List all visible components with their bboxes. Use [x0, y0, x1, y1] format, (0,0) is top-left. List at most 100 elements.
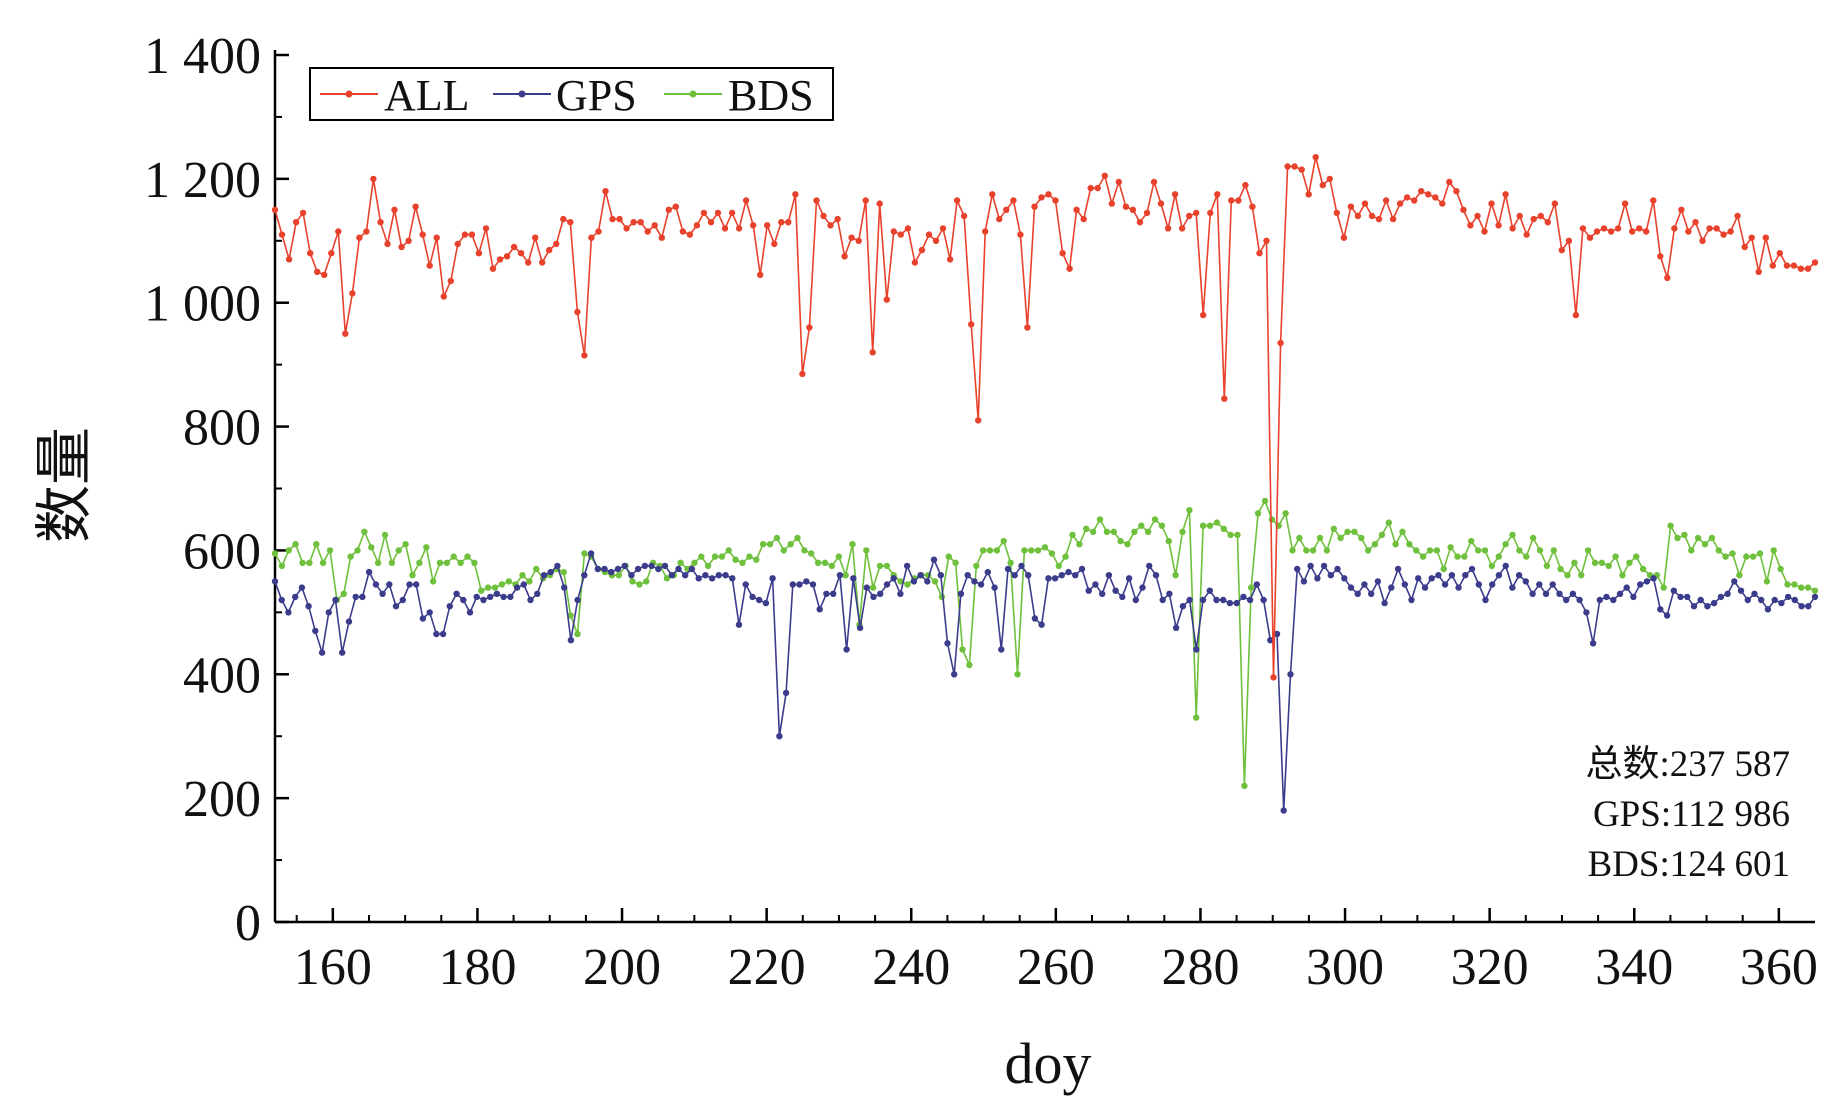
- data-point-bds: [1330, 525, 1338, 532]
- data-point-all: [735, 225, 743, 232]
- data-point-gps: [1287, 671, 1294, 678]
- data-point-bds: [1206, 522, 1214, 529]
- data-point-all: [1249, 203, 1256, 210]
- data-point-all: [1671, 225, 1678, 232]
- data-point-all: [1657, 253, 1664, 260]
- data-point-gps: [1172, 624, 1180, 631]
- data-point-all: [398, 243, 405, 251]
- data-point-gps: [1273, 630, 1281, 638]
- x-tick-label: 240: [872, 939, 950, 996]
- data-point-gps: [1240, 593, 1247, 601]
- data-point-bds: [1550, 547, 1558, 554]
- data-point-all: [1558, 246, 1566, 254]
- data-point-all: [496, 256, 504, 263]
- data-point-all: [1593, 228, 1601, 235]
- data-point-gps: [399, 596, 406, 604]
- legend: ALL GPS BDS: [309, 67, 834, 121]
- data-point-gps: [1435, 572, 1442, 579]
- y-tick-label: 600: [183, 523, 261, 580]
- data-point-bds: [1213, 519, 1221, 526]
- data-point-gps: [520, 581, 527, 588]
- data-point-bds: [1103, 528, 1111, 535]
- data-point-all: [757, 271, 764, 278]
- data-point-all: [307, 250, 314, 257]
- data-point-bds: [1165, 537, 1173, 545]
- data-point-all: [1783, 262, 1791, 269]
- data-point-gps: [1347, 584, 1355, 591]
- data-point-bds: [759, 541, 767, 548]
- data-point-bds: [615, 572, 622, 579]
- data-point-gps: [803, 578, 810, 585]
- data-point-gps: [527, 596, 534, 604]
- data-point-gps: [836, 572, 844, 579]
- data-point-all: [1495, 222, 1502, 229]
- data-point-gps: [312, 627, 319, 635]
- data-point-all: [1804, 265, 1812, 272]
- data-point-gps: [1811, 593, 1819, 601]
- data-point-gps: [1563, 596, 1570, 604]
- data-point-gps: [682, 572, 689, 579]
- data-point-all: [1122, 203, 1130, 210]
- data-point-gps: [1515, 572, 1523, 579]
- data-point-bds: [945, 553, 952, 560]
- data-point-bds: [1131, 528, 1138, 535]
- legend-label-gps: GPS: [556, 71, 637, 120]
- data-point-bds: [801, 547, 808, 554]
- data-point-gps: [628, 572, 635, 579]
- data-point-gps: [1206, 587, 1214, 594]
- data-point-all: [1748, 234, 1755, 241]
- data-point-gps: [1280, 807, 1287, 814]
- data-point-all: [426, 262, 433, 269]
- data-point-bds: [766, 541, 774, 548]
- data-point-bds: [698, 553, 705, 560]
- data-point-gps: [1220, 596, 1227, 604]
- data-point-gps: [789, 581, 796, 588]
- data-point-gps: [890, 575, 897, 582]
- data-point-bds: [1804, 584, 1812, 591]
- data-point-all: [356, 234, 363, 241]
- data-point-bds: [773, 534, 781, 542]
- data-point-all: [1509, 225, 1516, 232]
- data-point-bds: [732, 556, 739, 563]
- data-point-all: [1411, 197, 1418, 204]
- data-point-all: [1017, 231, 1024, 238]
- data-point-gps: [695, 575, 702, 582]
- data-point-gps: [796, 581, 803, 588]
- data-point-bds: [1234, 531, 1241, 539]
- data-point-all: [700, 209, 708, 217]
- data-point-all: [1010, 197, 1017, 204]
- data-point-gps: [1038, 621, 1045, 628]
- data-point-all: [1607, 228, 1615, 235]
- data-point-gps: [1139, 584, 1146, 591]
- data-point-all: [939, 225, 947, 232]
- data-point-all: [1298, 166, 1305, 173]
- data-point-gps: [1099, 590, 1106, 597]
- data-point-gps: [702, 572, 709, 579]
- data-point-gps: [809, 581, 817, 588]
- data-point-bds: [361, 528, 368, 535]
- data-point-all: [1762, 234, 1770, 241]
- data-point-bds: [1096, 516, 1104, 523]
- data-point-bds: [1619, 572, 1626, 579]
- data-point-bds: [388, 559, 396, 566]
- data-point-bds: [1681, 531, 1688, 539]
- data-point-gps: [1146, 562, 1153, 570]
- data-point-bds: [1385, 519, 1393, 526]
- data-point-gps: [379, 590, 386, 597]
- data-point-gps: [1132, 596, 1140, 604]
- data-point-gps: [1536, 581, 1543, 588]
- data-point-gps: [406, 581, 413, 588]
- data-point-all: [1277, 339, 1284, 347]
- data-point-gps: [1556, 590, 1563, 597]
- data-point-all: [778, 219, 785, 226]
- data-point-gps: [1549, 581, 1556, 588]
- data-point-bds: [746, 553, 753, 560]
- data-point-bds: [1454, 553, 1461, 560]
- data-point-gps: [1805, 603, 1812, 610]
- legend-marker-all: [345, 90, 353, 98]
- data-point-bds: [299, 559, 306, 566]
- data-point-all: [1080, 215, 1087, 223]
- data-point-all: [883, 296, 890, 303]
- data-point-bds: [704, 562, 712, 570]
- data-point-gps: [1314, 575, 1321, 582]
